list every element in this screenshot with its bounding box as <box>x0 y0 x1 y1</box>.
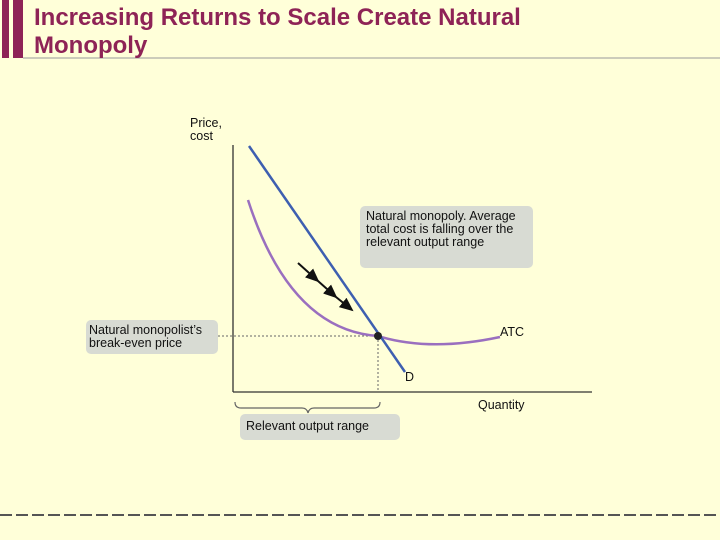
arrow <box>297 262 320 283</box>
slide-title: Increasing Returns to Scale Create Natur… <box>34 4 521 59</box>
range-brace <box>234 401 381 414</box>
title-bar <box>13 0 23 58</box>
x-axis-label: Quantity <box>478 398 525 412</box>
atc-label: ATC <box>500 325 525 339</box>
arrow <box>335 296 354 312</box>
callout: Relevant output range <box>240 414 400 440</box>
y-axis-label: Price, cost <box>190 116 222 143</box>
callout: Natural monopoly. Average total cost is … <box>360 206 533 268</box>
title-bar <box>2 0 9 58</box>
demand-label: D <box>405 370 415 384</box>
atc-curve <box>246 199 501 346</box>
arrow <box>317 280 338 299</box>
break-even-point <box>374 332 382 340</box>
callout: Natural monopolist’s break-even price <box>86 320 218 354</box>
